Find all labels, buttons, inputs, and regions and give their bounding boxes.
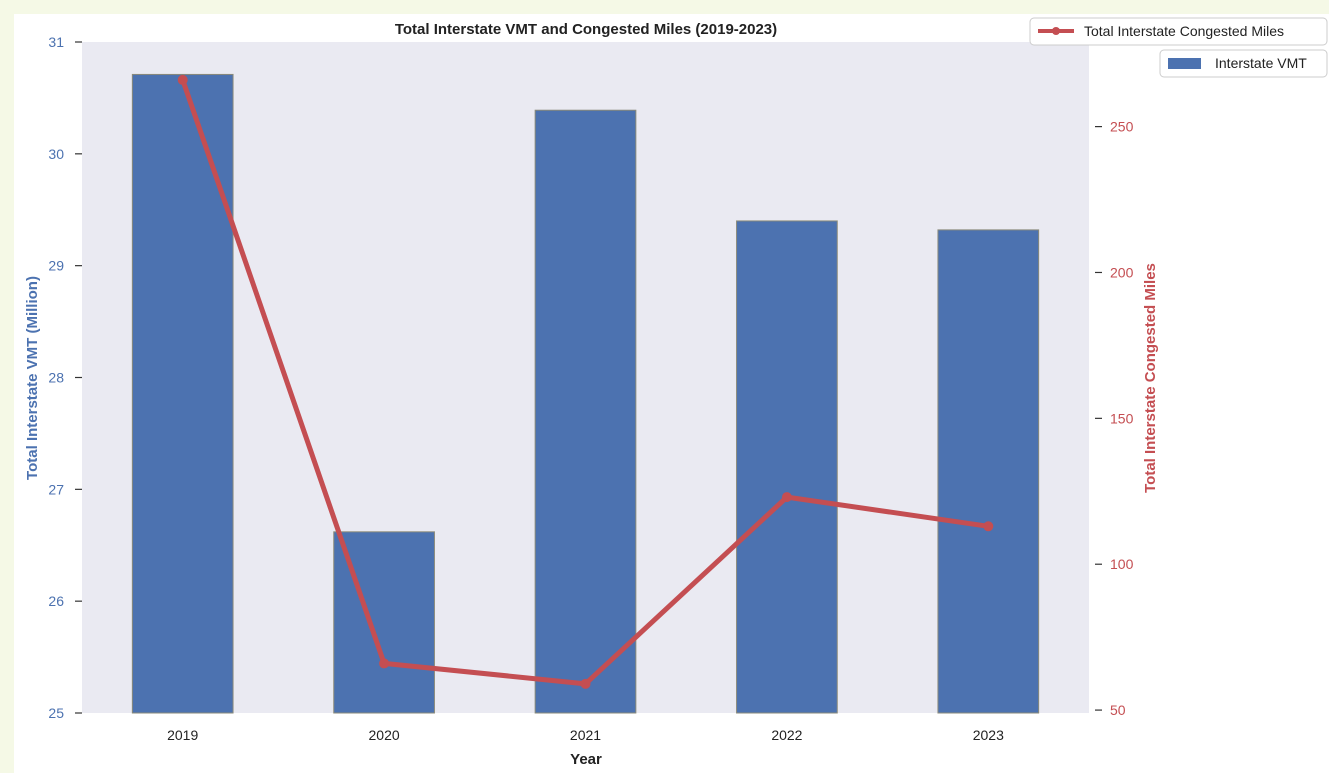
x-tick-label: 2019	[167, 727, 198, 743]
line-point-2021	[580, 678, 591, 689]
y-right-tick-label: 150	[1110, 410, 1134, 426]
line-point-2019	[177, 74, 188, 85]
legend-bar-label: Interstate VMT	[1215, 55, 1307, 71]
legend-bar: Interstate VMT	[1159, 49, 1328, 78]
x-tick-label: 2022	[771, 727, 802, 743]
line-point-2023	[983, 521, 994, 532]
bar-2022	[736, 220, 838, 714]
y-left-tick-label: 26	[48, 593, 64, 609]
y-right-tick-label: 50	[1110, 702, 1126, 718]
y-right-tick-label: 100	[1110, 556, 1134, 572]
y-right-tick-label: 200	[1110, 264, 1134, 280]
line-point-2020	[379, 658, 390, 669]
legend-line: Total Interstate Congested Miles	[1029, 17, 1328, 46]
y-left-tick-label: 29	[48, 258, 64, 274]
y-axis-right-label: Total Interstate Congested Miles	[1142, 263, 1159, 493]
bar-2021	[534, 109, 637, 714]
legend-bar-swatch	[1168, 58, 1201, 69]
x-tick-label: 2021	[570, 727, 601, 743]
x-axis-label: Year	[570, 751, 602, 768]
y-axis-left-label: Total Interstate VMT (Million)	[24, 276, 41, 480]
x-tick-label: 2020	[369, 727, 400, 743]
y-left-tick-label: 31	[48, 34, 64, 50]
line-point-2022	[781, 492, 792, 503]
x-tick-label: 2023	[973, 727, 1004, 743]
legend-line-box	[1029, 17, 1328, 46]
legend-bar-box	[1159, 49, 1328, 78]
y-left-tick-label: 25	[48, 705, 64, 721]
bar-2023	[937, 229, 1040, 714]
y-left-tick-label: 30	[48, 146, 64, 162]
y-right-tick-label: 250	[1110, 119, 1134, 135]
chart-title: Total Interstate VMT and Congested Miles…	[395, 21, 777, 38]
legend-line-marker	[1052, 27, 1060, 35]
y-left-tick-label: 28	[48, 370, 64, 386]
legend-line-label: Total Interstate Congested Miles	[1084, 23, 1284, 39]
bar-2019	[131, 73, 234, 714]
y-left-tick-label: 27	[48, 481, 64, 497]
